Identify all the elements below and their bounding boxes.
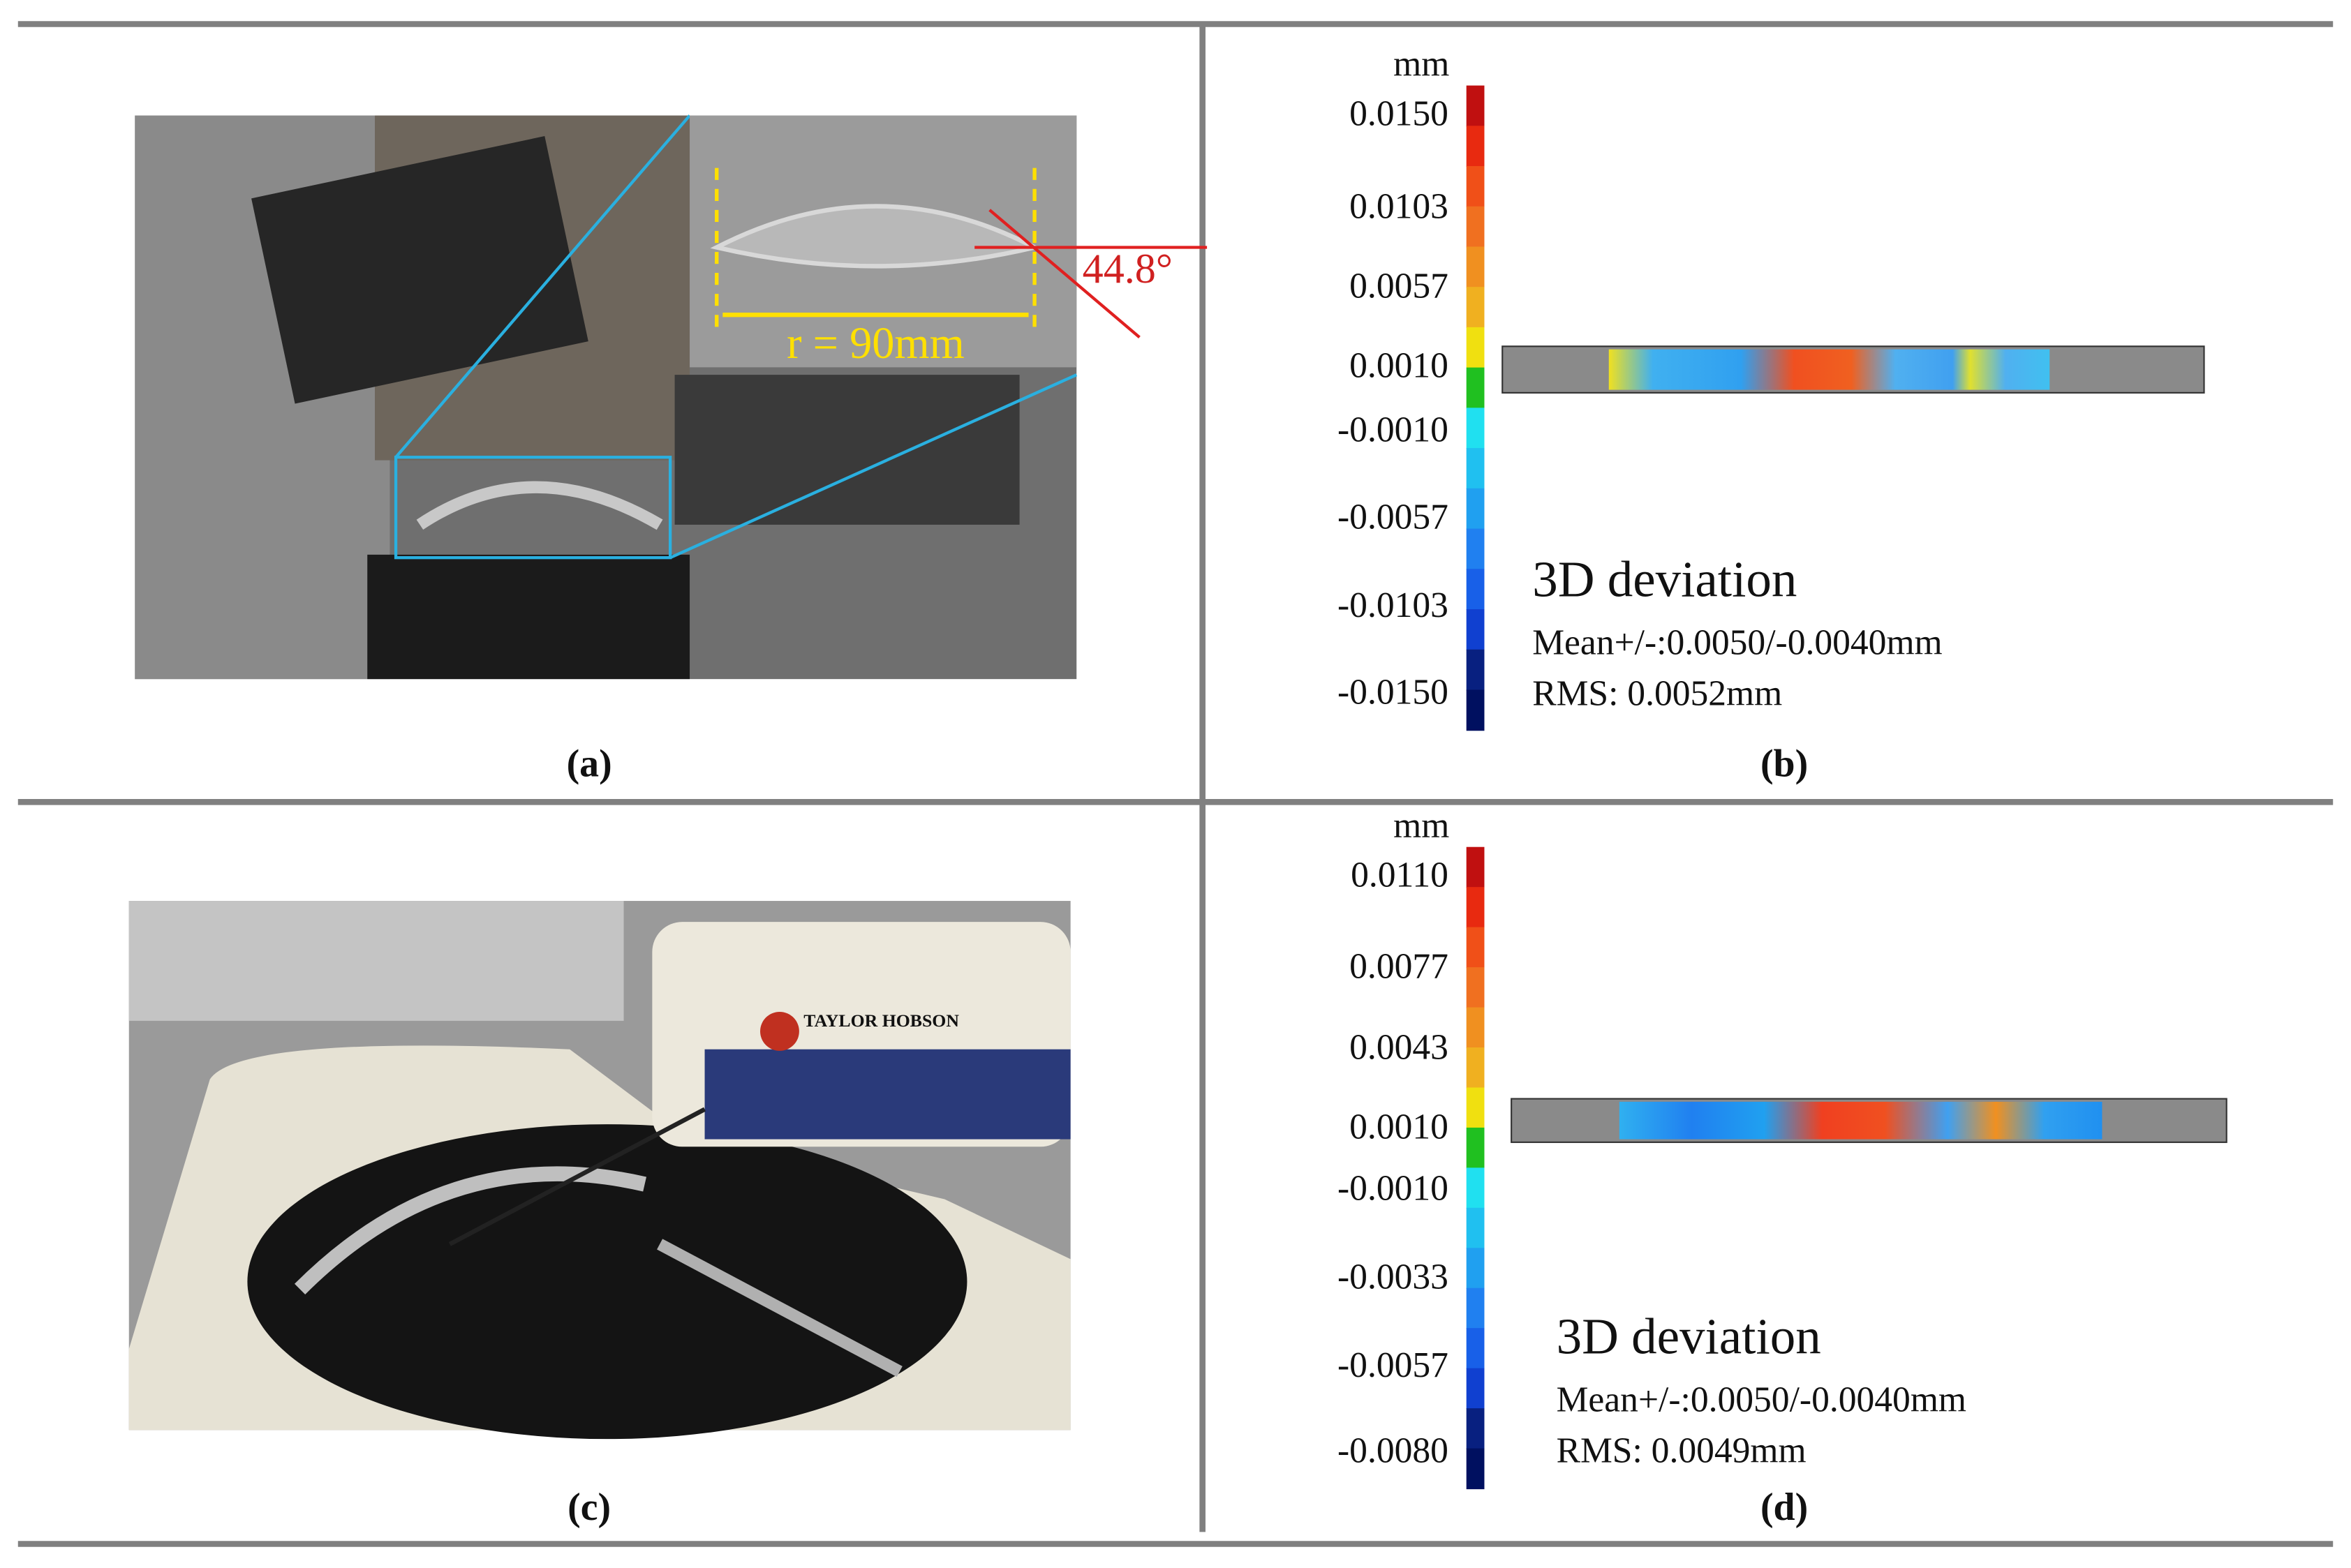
unit: mm: [1393, 806, 1449, 846]
sample: [416, 481, 663, 530]
sample: [295, 1166, 647, 1294]
colorbar-cell: [1466, 448, 1485, 489]
logo: [760, 1011, 799, 1051]
scale-label: -0.0010: [1337, 1169, 1448, 1209]
stats-title: 3D deviation: [1557, 1308, 1821, 1364]
zoom-line: [394, 114, 691, 458]
scale-label: 0.0077: [1349, 947, 1448, 987]
stats-title: 3D deviation: [1532, 551, 1797, 608]
scale-label: 0.0043: [1349, 1028, 1448, 1068]
scale-label: -0.0150: [1337, 673, 1448, 712]
stats-rms: RMS: 0.0052mm: [1532, 674, 1782, 714]
colorbar-cell: [1466, 1328, 1485, 1369]
dimension-label: r = 90mm: [787, 318, 965, 368]
colorbar-cell: [1466, 608, 1485, 650]
colorbar-cell: [1466, 327, 1485, 368]
colorbars: 0.0150 0.0103 0.0057 0.0010 -0.0010 -0.0057 -0…: [1337, 85, 1485, 1490]
base: [367, 554, 690, 680]
panel-label: (c): [568, 1486, 611, 1529]
zoom-box: [394, 456, 672, 560]
colorbar-cell: [1466, 1248, 1485, 1289]
colorbar-cell: [1466, 1207, 1485, 1249]
colorbar-cell: [1466, 1408, 1485, 1449]
colorbar-cell: [1466, 166, 1485, 207]
colorbar-cell: [1466, 528, 1485, 570]
strip-colored: [1619, 1101, 2102, 1140]
scale-label: -0.0010: [1337, 410, 1448, 450]
scale-label: 0.0110: [1351, 856, 1448, 895]
colorbar-cell: [1466, 689, 1485, 731]
colorbar-cell: [1466, 1087, 1485, 1128]
colorbar-cell: [1466, 1047, 1485, 1089]
panel-label: (b): [1760, 742, 1808, 786]
colorbar-cell: [1466, 408, 1485, 449]
stylus: [448, 1107, 706, 1246]
strip-b: [1501, 345, 2205, 394]
scale-label: 0.0150: [1349, 94, 1448, 133]
brand: TAYLOR HOBSON: [803, 1010, 959, 1031]
frame: [17, 21, 2334, 1547]
colorbar-cell: [1466, 927, 1485, 969]
scale-label: 0.0057: [1349, 267, 1448, 306]
stage: [674, 375, 1020, 525]
colorbar-cell: [1466, 488, 1485, 530]
unit: mm: [1393, 45, 1449, 84]
colorbar-cell: [1466, 887, 1485, 928]
colorbar-cell: [1466, 126, 1485, 167]
colorbar-cell: [1466, 85, 1485, 127]
panel-label: (a): [567, 742, 612, 786]
colorbar-cell: [1466, 1448, 1485, 1490]
colorbar-cell: [1466, 287, 1485, 328]
colorbar-cell: [1466, 1368, 1485, 1410]
scale-label: 0.0103: [1349, 187, 1448, 227]
scale-label: 0.0010: [1349, 1107, 1448, 1147]
scale-label: -0.0103: [1337, 585, 1448, 625]
colorbar-cell: [1466, 1007, 1485, 1049]
colorbar-cell: [1466, 1127, 1485, 1169]
stats-mean: Mean+/-:0.0050/-0.0040mm: [1532, 623, 1942, 663]
photo-a: r = 90mm 44.8°: [135, 114, 1208, 680]
colorbar-cell: [1466, 846, 1485, 888]
panel-label: (d): [1760, 1486, 1808, 1529]
scale-label: -0.0080: [1337, 1431, 1448, 1470]
rail: [128, 901, 624, 1021]
strip-colored: [1608, 349, 2050, 390]
colorbar-cell: [1466, 367, 1485, 409]
stats-mean: Mean+/-:0.0050/-0.0040mm: [1557, 1380, 1966, 1419]
scale-label: 0.0010: [1349, 345, 1448, 385]
stats-rms: RMS: 0.0049mm: [1557, 1431, 1807, 1470]
scale-label: -0.0057: [1337, 497, 1448, 537]
colorbar-cell: [1466, 1167, 1485, 1209]
zoom-line: [669, 373, 1078, 560]
probe-band: [704, 1049, 1071, 1140]
motor: [251, 136, 588, 404]
strip-d: [1511, 1098, 2227, 1143]
scale-label: -0.0057: [1337, 1345, 1448, 1385]
scale-label: -0.0033: [1337, 1257, 1448, 1297]
colorbar-cell: [1466, 967, 1485, 1008]
colorbar-cell: [1466, 1287, 1485, 1329]
bar: [657, 1239, 903, 1377]
colorbar-cell: [1466, 206, 1485, 248]
colorbar-cell: [1466, 246, 1485, 288]
colorbar-cell: [1466, 649, 1485, 691]
angle-label: 44.8°: [1083, 246, 1173, 292]
angle-line: [988, 209, 1141, 339]
photo-c: TAYLOR HOBSON: [128, 901, 1071, 1440]
colorbar-cell: [1466, 569, 1485, 611]
